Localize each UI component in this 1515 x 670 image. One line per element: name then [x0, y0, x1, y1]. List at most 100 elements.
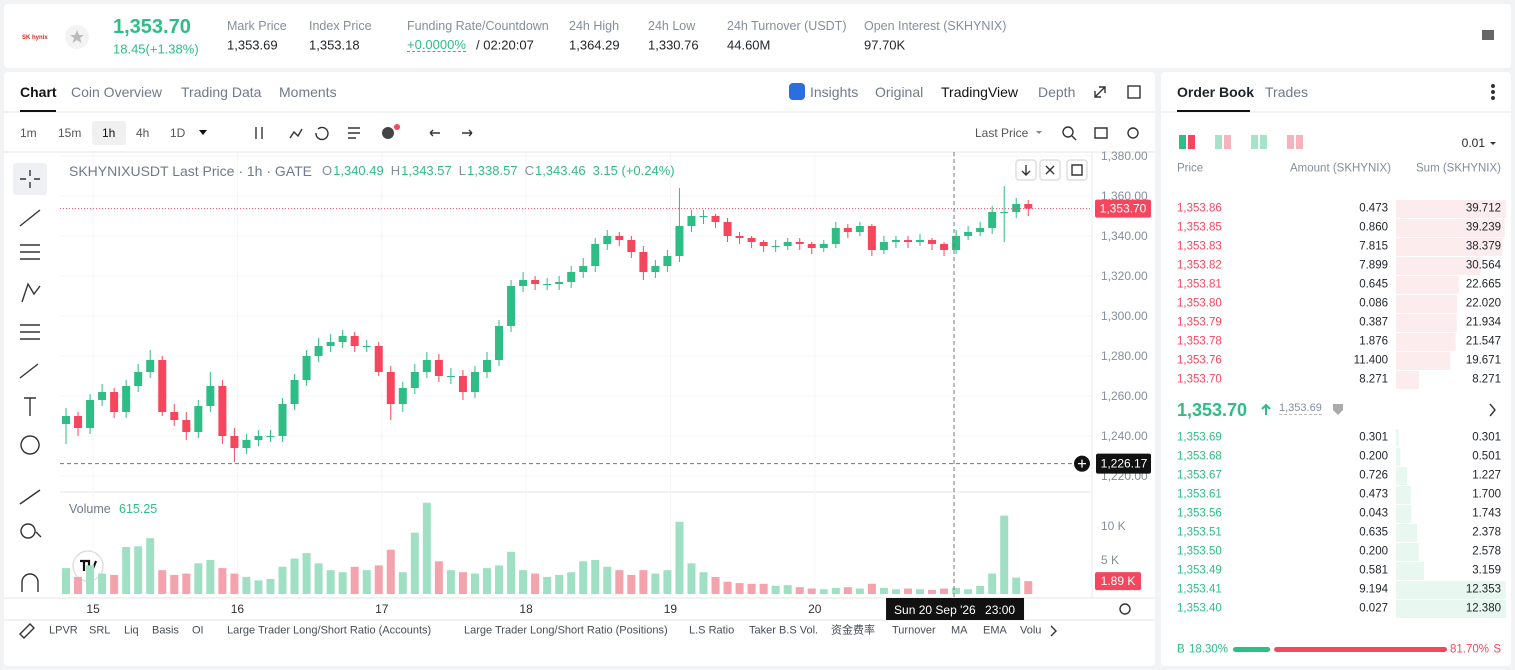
interval[interactable]: 1h [102, 126, 116, 140]
tab[interactable]: Moments [279, 84, 337, 100]
volume-bar [988, 573, 997, 594]
candle-body [170, 412, 179, 420]
indicator[interactable]: Large Trader Long/Short Ratio (Accounts) [227, 624, 432, 637]
interval[interactable]: 15m [58, 126, 82, 140]
tab[interactable]: Depth [1038, 84, 1076, 100]
candle-body [482, 360, 491, 372]
legend-change: 3.15 (+0.24%) [592, 163, 675, 178]
volume-bar [146, 538, 155, 594]
candle-body [278, 404, 287, 436]
volume-bar [928, 589, 937, 594]
legend-value: 1,338.57 [466, 163, 518, 178]
candle-body [507, 286, 516, 326]
precision[interactable]: 0.01 [1461, 136, 1485, 150]
ob-amount: 0.635 [1359, 526, 1388, 539]
depth-bar [1396, 276, 1459, 294]
volume-bar [783, 585, 792, 594]
indicator[interactable]: Taker B.S Vol. [749, 624, 819, 637]
interval[interactable]: 1D [170, 126, 186, 140]
volume-bar [543, 576, 552, 594]
candle-body [639, 252, 648, 272]
ob-price: 1,353.61 [1177, 488, 1222, 501]
volume-bar [122, 547, 131, 594]
volume-bar [903, 588, 912, 594]
ob-amount: 8.271 [1359, 373, 1388, 386]
crosshair-date: Sun 20 Sep '26 [894, 603, 976, 617]
volume-bar [675, 521, 684, 594]
tab[interactable]: TradingView [941, 84, 1019, 100]
last-price: 1,353.70 [113, 16, 191, 38]
tab[interactable]: Insights [810, 84, 859, 100]
indicator[interactable]: LPVR [49, 624, 78, 637]
candle-body [699, 216, 708, 217]
indicator[interactable]: 资金费率 [831, 624, 875, 637]
depth-bar [1396, 238, 1503, 256]
volume-bar [711, 576, 720, 594]
legend-key: L [458, 163, 466, 178]
indicator[interactable]: Liq [124, 624, 139, 637]
volume-bar [531, 573, 540, 594]
indicator[interactable]: Volu [1020, 624, 1042, 637]
legend-key: H [390, 163, 401, 178]
last-price-label: 1,353.70 [1100, 202, 1147, 216]
interval[interactable]: 1m [20, 126, 37, 140]
ob-sum: 1.227 [1472, 469, 1501, 482]
volume-bar [302, 553, 311, 594]
plot-area [60, 152, 1092, 598]
candle-body [879, 242, 888, 250]
candle-body [422, 360, 431, 372]
ob-amount: 0.301 [1359, 431, 1388, 444]
tab[interactable]: Original [875, 84, 924, 100]
volume-bar [687, 563, 696, 594]
depth-bar [1396, 505, 1412, 523]
volume-bar [567, 572, 576, 594]
y-tick-label: 1,280.00 [1101, 349, 1148, 363]
interval[interactable]: 4h [136, 126, 150, 140]
tab[interactable]: Coin Overview [71, 84, 163, 100]
legend-value: 1,340.49 [333, 163, 384, 178]
indicator[interactable]: Large Trader Long/Short Ratio (Positions… [464, 624, 668, 637]
volume-bar [651, 573, 660, 594]
candle-body [976, 228, 985, 232]
x-tick-label: 15 [86, 602, 100, 616]
crosshair-y-label: 1,226.17 [1101, 457, 1148, 471]
indicator[interactable]: Basis [152, 624, 179, 637]
depth-bar [1396, 581, 1506, 599]
candle-body [122, 386, 131, 412]
ob-price: 1,353.69 [1177, 431, 1222, 444]
price-source[interactable]: Last Price [975, 126, 1029, 140]
volume-bar [110, 574, 119, 594]
candle-body [711, 216, 720, 222]
indicator[interactable]: SRL [89, 624, 111, 637]
ob-sum: 22.665 [1465, 278, 1501, 291]
ob-tab[interactable]: Trades [1265, 84, 1309, 100]
ob-tab[interactable]: Order Book [1177, 84, 1255, 100]
volume-bar [555, 574, 564, 594]
indicator[interactable]: MA [951, 624, 968, 637]
ob-amount: 0.473 [1359, 202, 1388, 215]
stat-label: 24h Low [648, 18, 696, 33]
header-panel [4, 4, 1511, 68]
indicator[interactable]: EMA [983, 624, 1007, 637]
tab[interactable]: Trading Data [181, 84, 262, 100]
volume-bar [134, 546, 143, 594]
indicator[interactable]: Turnover [892, 624, 936, 637]
volume-bar [579, 561, 588, 594]
volume-bar [410, 532, 419, 594]
indicator[interactable]: OI [192, 624, 204, 637]
candle-body [759, 242, 768, 246]
volume-bar [723, 581, 732, 594]
indicator[interactable]: L.S Ratio [689, 624, 735, 637]
candle-body [952, 236, 961, 250]
ob-amount: 0.473 [1359, 488, 1388, 501]
volume-bar [855, 588, 864, 594]
volume-bar [771, 585, 780, 594]
candle-body [663, 256, 672, 266]
candle-body [795, 242, 804, 244]
ob-amount: 1.876 [1359, 335, 1388, 348]
ob-sum: 0.501 [1472, 450, 1501, 463]
volume-bar [1000, 515, 1009, 594]
stat-label: Mark Price [227, 18, 287, 33]
tab[interactable]: Chart [20, 84, 57, 100]
